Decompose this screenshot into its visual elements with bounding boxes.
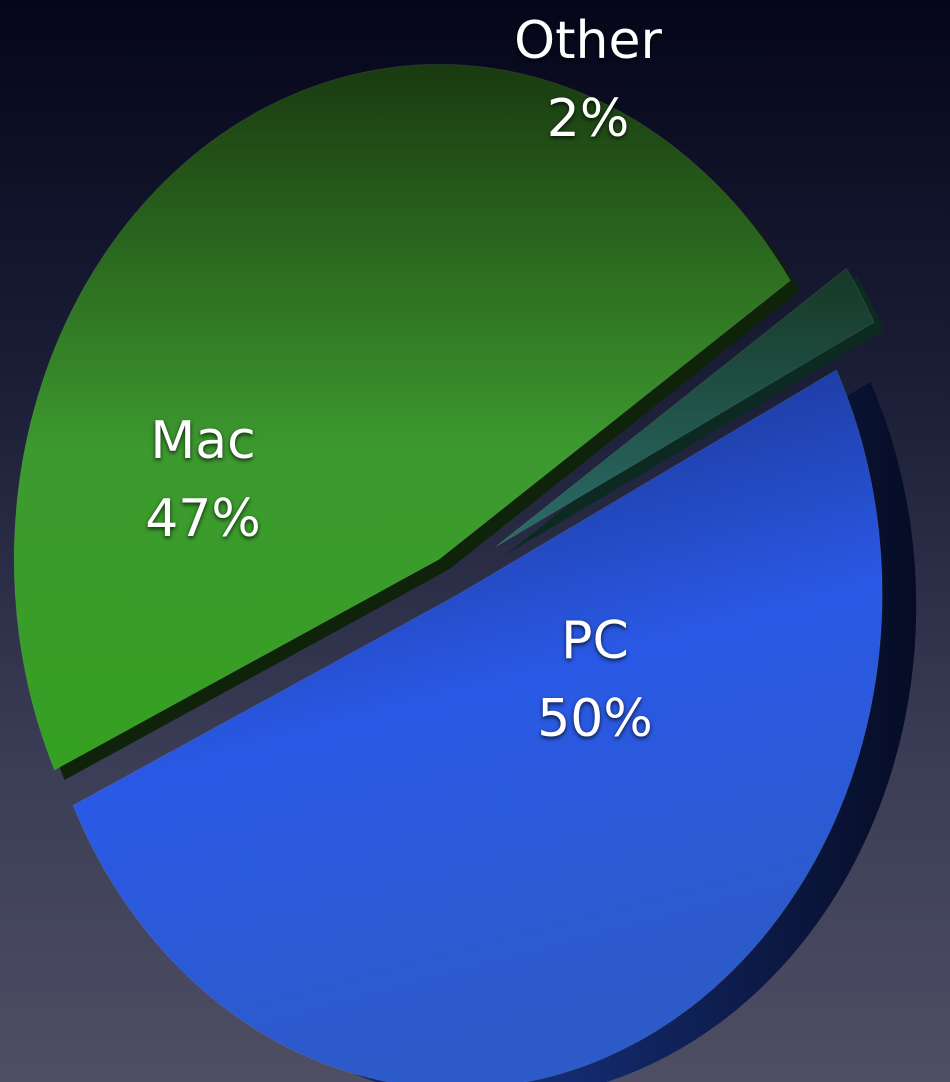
- pie-slice-mac: [13, 63, 791, 771]
- slice-name-mac: Mac: [150, 411, 256, 471]
- slice-value-other: 2%: [546, 89, 630, 149]
- slice-label-other: Other 2%: [514, 2, 662, 158]
- slice-label-pc: PC 50%: [537, 602, 653, 758]
- slice-name-pc: PC: [561, 611, 629, 671]
- slice-value-mac: 47%: [145, 489, 261, 549]
- pie-slice-pc: [72, 369, 883, 1082]
- slice-value-pc: 50%: [537, 689, 653, 749]
- pie-slice-other: [495, 267, 875, 548]
- slice-label-mac: Mac 47%: [145, 402, 261, 558]
- slice-name-other: Other: [514, 11, 662, 71]
